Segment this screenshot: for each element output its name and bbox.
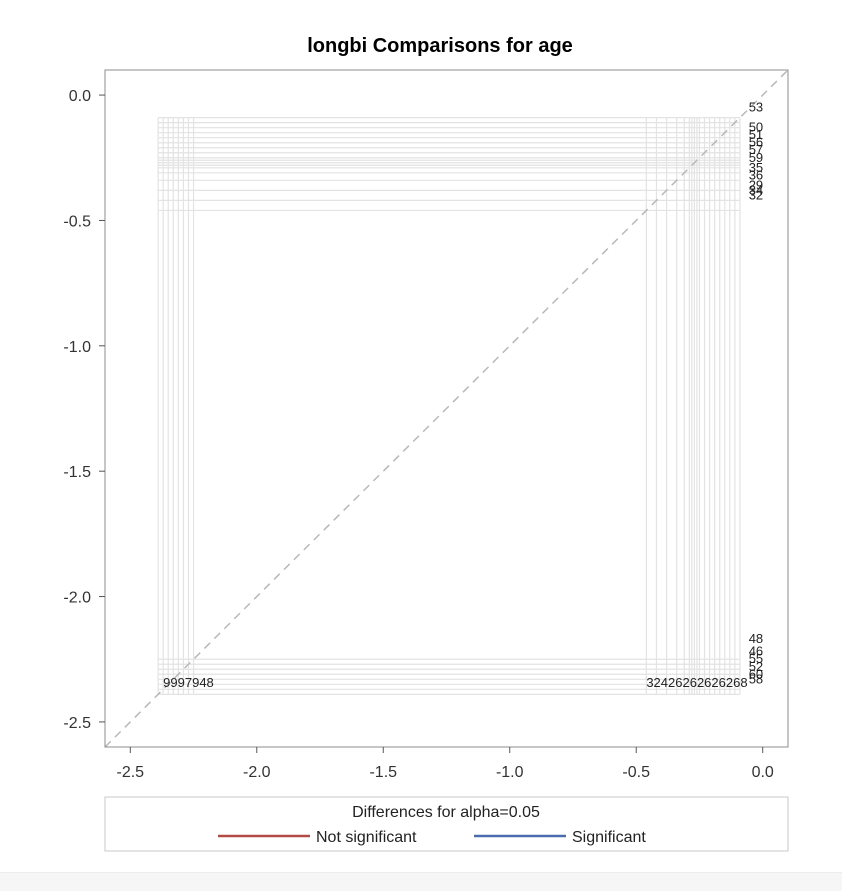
y-axis: 0.0 -0.5 -1.0 -1.5 -2.0 -2.5 (63, 88, 105, 732)
bottom-status-strip (0, 872, 842, 891)
legend-box (104, 796, 789, 852)
y-tick-label: 0.0 (69, 88, 91, 105)
level-label: 48 (749, 631, 763, 646)
level-label: 53 (749, 100, 763, 115)
x-tick-label: -1.5 (369, 764, 397, 781)
level-label: 59 (749, 150, 763, 165)
y-tick-label: -1.0 (63, 339, 91, 356)
y-tick-label: -2.5 (63, 715, 91, 732)
level-label: 35 (749, 160, 763, 175)
level-label: 29 (749, 177, 763, 192)
plot-frame (104, 69, 789, 748)
legend: Differences for alpha=0.05 Not significa… (104, 796, 789, 852)
x-tick-label: -2.0 (243, 764, 271, 781)
comparison-grid-lines (157, 117, 741, 695)
level-label: 56 (749, 135, 763, 150)
level-label-row-left: 9997948 (163, 675, 214, 690)
level-label: 46 (749, 644, 763, 659)
diagonal-reference-line (104, 69, 789, 748)
y-tick-label: -1.5 (63, 464, 91, 481)
x-tick-label: -0.5 (622, 764, 650, 781)
level-label: 51 (749, 127, 763, 142)
level-label: 60 (749, 666, 763, 681)
level-label: 32 (749, 187, 763, 202)
level-label: 34 (749, 182, 763, 197)
level-label: 52 (749, 659, 763, 674)
legend-label-significant: Significant (572, 829, 646, 846)
chart-title: longbi Comparisons for age (307, 35, 573, 57)
level-label: 55 (749, 651, 763, 666)
legend-title: Differences for alpha=0.05 (352, 804, 540, 821)
legend-label-not-significant: Not significant (316, 829, 417, 846)
y-tick-label: -0.5 (63, 213, 91, 230)
x-tick-label: -2.5 (117, 764, 145, 781)
level-label: 50 (749, 120, 763, 135)
level-label: 36 (749, 167, 763, 182)
y-tick-label: -2.0 (63, 590, 91, 607)
level-label: 57 (749, 142, 763, 157)
x-tick-label: 0.0 (752, 764, 774, 781)
x-tick-label: -1.0 (496, 764, 524, 781)
level-label-row-right: 32426262626268 (646, 675, 747, 690)
level-label: 58 (749, 671, 763, 686)
diffogram-chart: longbi Comparisons for age -2.5 -2.0 -1.5-… (63, 35, 789, 852)
x-axis: -2.5 -2.0 -1.5 -1.0 -0.5 0.0 (117, 747, 774, 781)
